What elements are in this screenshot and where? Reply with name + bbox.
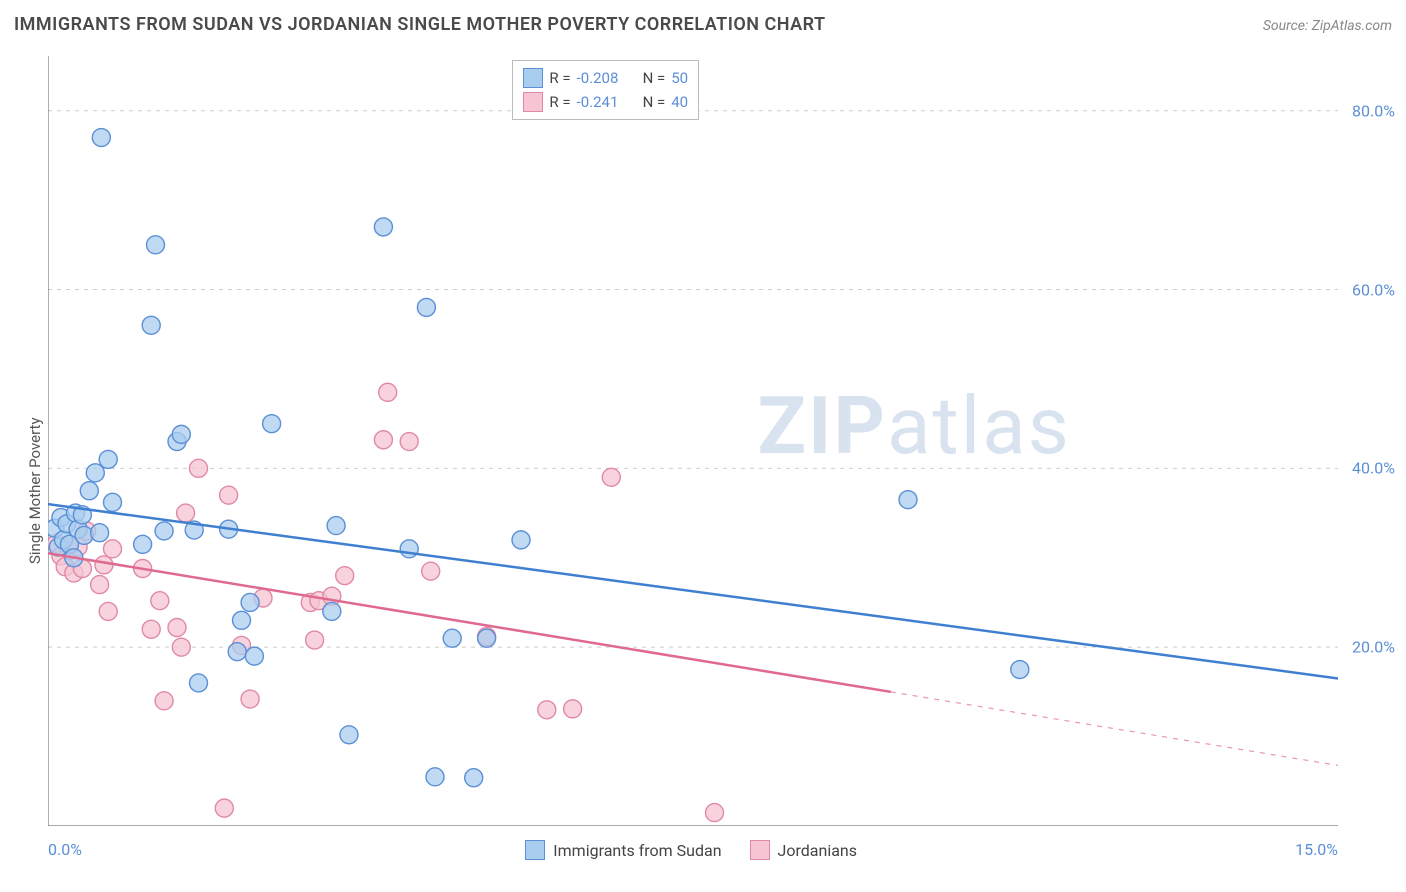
chart-title: IMMIGRANTS FROM SUDAN VS JORDANIAN SINGL… [14, 14, 826, 35]
legend-series: Immigrants from Sudan Jordanians [525, 840, 857, 860]
legend-series-item: Jordanians [750, 840, 857, 860]
legend-n-value: 50 [671, 66, 688, 90]
y-tick-label: 80.0% [1352, 101, 1395, 120]
y-tick-label: 40.0% [1352, 459, 1395, 478]
plot-area: 20.0%40.0%60.0%80.0%0.0%15.0% [48, 56, 1338, 826]
legend-swatch [523, 68, 543, 88]
title-bar: IMMIGRANTS FROM SUDAN VS JORDANIAN SINGL… [14, 14, 1392, 35]
y-tick-label: 20.0% [1352, 638, 1395, 657]
legend-r-label: R = [549, 66, 570, 90]
source-label: Source: ZipAtlas.com [1263, 18, 1392, 34]
x-axis-max-label: 15.0% [1295, 840, 1338, 859]
legend-swatch [525, 840, 545, 860]
legend-series-item: Immigrants from Sudan [525, 840, 721, 860]
y-tick-label: 60.0% [1352, 280, 1395, 299]
y-axis-title: Single Mother Poverty [26, 418, 44, 565]
legend-r-label: R = [549, 90, 570, 114]
x-axis-min-label: 0.0% [48, 840, 82, 859]
legend-correlation: R = -0.208 N =50 R = -0.241 N =40 [512, 60, 699, 120]
legend-r-value: -0.208 [577, 66, 637, 90]
legend-n-value: 40 [671, 90, 688, 114]
legend-correlation-row: R = -0.241 N =40 [523, 90, 688, 114]
legend-series-label: Immigrants from Sudan [553, 841, 721, 860]
chart-svg [48, 56, 1338, 826]
legend-n-label: N = [643, 66, 666, 90]
legend-correlation-row: R = -0.208 N =50 [523, 66, 688, 90]
legend-series-label: Jordanians [778, 841, 857, 860]
legend-n-label: N = [643, 90, 666, 114]
legend-swatch [523, 92, 543, 112]
legend-swatch [750, 840, 770, 860]
legend-r-value: -0.241 [577, 90, 637, 114]
